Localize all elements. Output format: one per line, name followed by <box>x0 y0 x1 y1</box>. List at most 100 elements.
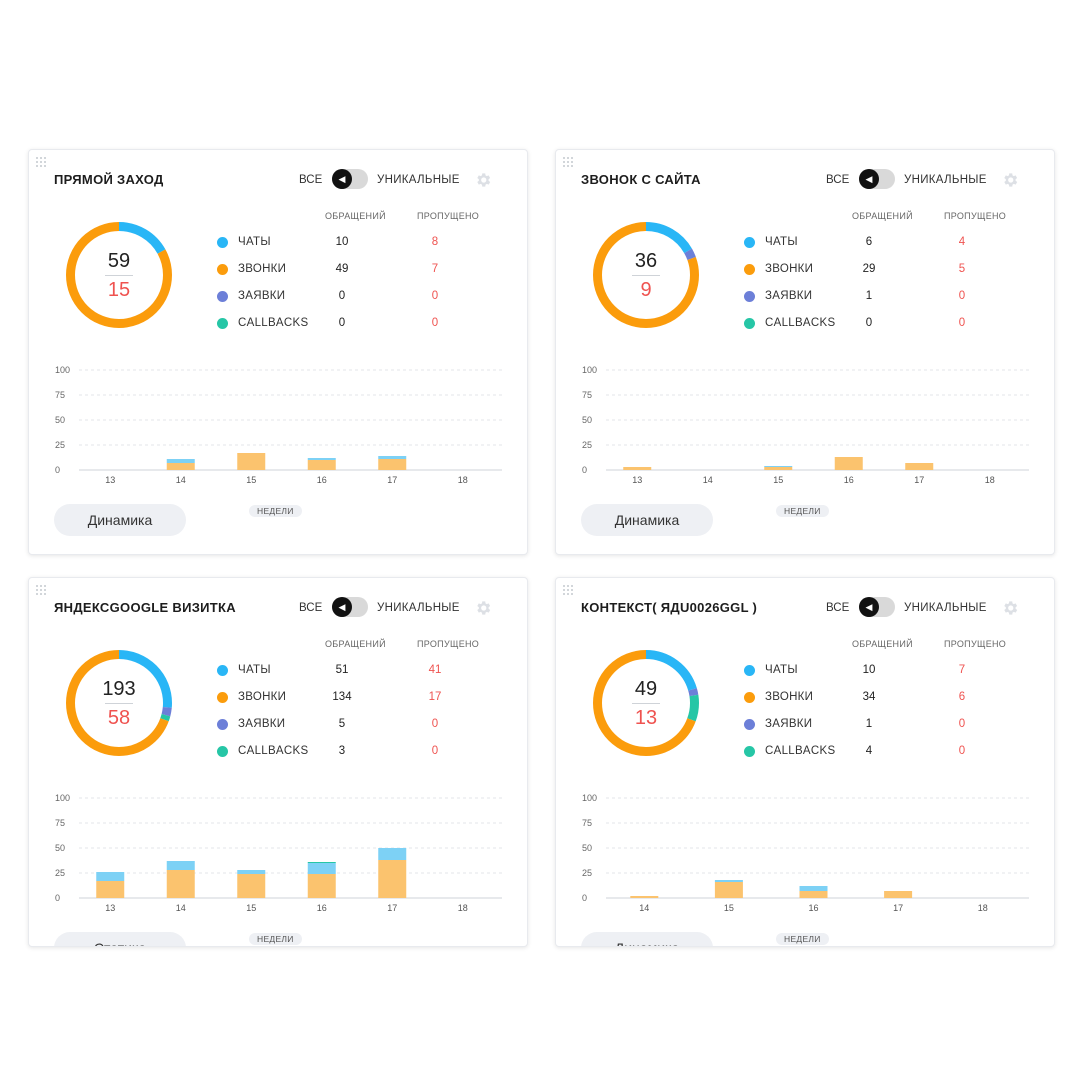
y-tick-label: 25 <box>582 868 592 878</box>
bar-segment-calls <box>378 459 407 470</box>
donut-chart <box>593 222 699 328</box>
stat-missed: 0 <box>431 317 439 329</box>
calls-dot-icon <box>217 692 228 703</box>
unique-toggle[interactable]: ◀ <box>332 597 368 617</box>
y-tick-label: 50 <box>582 843 592 853</box>
donut-divider <box>632 703 660 704</box>
stat-label: ЧАТЫ <box>765 664 798 676</box>
weeks-label[interactable]: НЕДЕЛИ <box>249 505 302 517</box>
bar-segment-chats <box>237 870 266 874</box>
weeks-label[interactable]: НЕДЕЛИ <box>776 933 829 945</box>
stat-missed: 0 <box>958 290 966 302</box>
widget-title: КОНТЕКСТ( ЯДU0026GGL ) <box>581 600 758 615</box>
donut-segment-calls <box>593 222 699 328</box>
toggle-all-label[interactable]: ВСЕ <box>299 174 323 186</box>
toggle-all-label[interactable]: ВСЕ <box>826 174 850 186</box>
unique-toggle[interactable]: ◀ <box>859 169 895 189</box>
drag-handle-icon[interactable] <box>36 585 48 595</box>
bar-segment-calls <box>307 460 336 470</box>
y-tick-label: 100 <box>55 365 70 375</box>
column-header-missed: ПРОПУЩЕНО <box>417 639 480 649</box>
donut-total: 36 <box>634 250 658 272</box>
bar-segment-calls <box>96 881 125 898</box>
donut-segment-calls <box>593 650 699 756</box>
y-tick-label: 100 <box>582 793 597 803</box>
widget-card: КОНТЕКСТ( ЯДU0026GGL ) ВСЕ ◀ УНИКАЛЬНЫЕ … <box>555 577 1055 947</box>
gear-icon[interactable] <box>1001 599 1019 617</box>
stat-missed: 0 <box>431 745 439 757</box>
bar-segment-chats <box>307 863 336 874</box>
y-tick-label: 50 <box>55 415 65 425</box>
dynamics-button[interactable]: Динамика <box>581 932 713 946</box>
donut-total: 49 <box>634 678 658 700</box>
requests-dot-icon <box>217 719 228 730</box>
dynamics-button[interactable]: Статика <box>54 932 186 946</box>
toggle-knob-icon: ◀ <box>332 169 352 189</box>
x-tick-label: 13 <box>105 475 115 485</box>
toggle-all-label[interactable]: ВСЕ <box>299 602 323 614</box>
x-tick-label: 13 <box>632 475 642 485</box>
gear-icon[interactable] <box>1001 171 1019 189</box>
weekly-bar-chart: 100 75 50 25 0 13 14 15 16 17 18 <box>55 365 502 485</box>
drag-handle-icon[interactable] <box>36 157 48 167</box>
y-tick-label: 100 <box>582 365 597 375</box>
donut-missed-total: 58 <box>107 707 131 729</box>
dynamics-button[interactable]: Динамика <box>581 504 713 536</box>
toggle-unique-label[interactable]: УНИКАЛЬНЫЕ <box>377 602 460 614</box>
toggle-knob-icon: ◀ <box>859 597 879 617</box>
bar-segment-callbacks <box>307 862 336 863</box>
bar-segment-chats <box>166 861 195 870</box>
stat-missed: 7 <box>431 263 439 275</box>
toggle-unique-label[interactable]: УНИКАЛЬНЫЕ <box>904 174 987 186</box>
x-tick-label: 15 <box>724 903 734 913</box>
drag-handle-icon[interactable] <box>563 157 575 167</box>
bar-segment-calls <box>884 891 913 898</box>
drag-handle-icon[interactable] <box>563 585 575 595</box>
callbacks-dot-icon <box>217 318 228 329</box>
unique-toggle[interactable]: ◀ <box>859 597 895 617</box>
stat-requests: 1 <box>865 718 873 730</box>
gear-icon[interactable] <box>474 599 492 617</box>
weeks-label[interactable]: НЕДЕЛИ <box>776 505 829 517</box>
donut-segment-callbacks <box>593 650 699 756</box>
stat-requests: 1 <box>865 290 873 302</box>
widget-title: ЗВОНОК С САЙТА <box>581 172 701 187</box>
x-tick-label: 14 <box>176 475 186 485</box>
bar-segment-calls <box>237 453 266 470</box>
stat-requests: 51 <box>335 664 349 676</box>
x-tick-label: 17 <box>893 903 903 913</box>
toggle-unique-label[interactable]: УНИКАЛЬНЫЕ <box>377 174 460 186</box>
widget-card: ПРЯМОЙ ЗАХОД ВСЕ ◀ УНИКАЛЬНЫЕ ОБРАЩЕНИЙ … <box>28 149 528 555</box>
bar-segment-chats <box>799 886 828 891</box>
gear-icon[interactable] <box>474 171 492 189</box>
toggle-unique-label[interactable]: УНИКАЛЬНЫЕ <box>904 602 987 614</box>
chats-dot-icon <box>217 237 228 248</box>
unique-toggle[interactable]: ◀ <box>332 169 368 189</box>
stat-label: CALLBACKS <box>765 317 836 329</box>
bar-segment-calls <box>764 467 793 470</box>
stat-missed: 0 <box>958 745 966 757</box>
x-tick-label: 14 <box>176 903 186 913</box>
toggle-all-label[interactable]: ВСЕ <box>826 602 850 614</box>
stat-label: ЗВОНКИ <box>238 263 287 275</box>
x-tick-label: 14 <box>639 903 649 913</box>
stat-requests: 0 <box>338 290 346 302</box>
column-header-requests: ОБРАЩЕНИЙ <box>325 211 386 221</box>
donut-segment-calls <box>66 650 172 756</box>
widget-card: ЗВОНОК С САЙТА ВСЕ ◀ УНИКАЛЬНЫЕ ОБРАЩЕНИ… <box>555 149 1055 555</box>
bar-segment-calls <box>237 874 266 898</box>
donut-divider <box>105 703 133 704</box>
weekly-bar-chart: 100 75 50 25 0 13 14 15 16 17 18 <box>582 365 1029 485</box>
stat-label: CALLBACKS <box>238 317 309 329</box>
column-header-missed: ПРОПУЩЕНО <box>417 211 480 221</box>
weeks-label[interactable]: НЕДЕЛИ <box>249 933 302 945</box>
x-tick-label: 14 <box>703 475 713 485</box>
widget-title: ПРЯМОЙ ЗАХОД <box>54 172 164 187</box>
dynamics-button[interactable]: Динамика <box>54 504 186 536</box>
widget-card: ЯНДЕКСGOOGLE ВИЗИТКА ВСЕ ◀ УНИКАЛЬНЫЕ ОБ… <box>28 577 528 947</box>
toggle-knob-icon: ◀ <box>859 169 879 189</box>
y-tick-label: 50 <box>582 415 592 425</box>
widget-title: ЯНДЕКСGOOGLE ВИЗИТКА <box>54 600 236 615</box>
stat-missed: 0 <box>958 317 966 329</box>
y-tick-label: 100 <box>55 793 70 803</box>
